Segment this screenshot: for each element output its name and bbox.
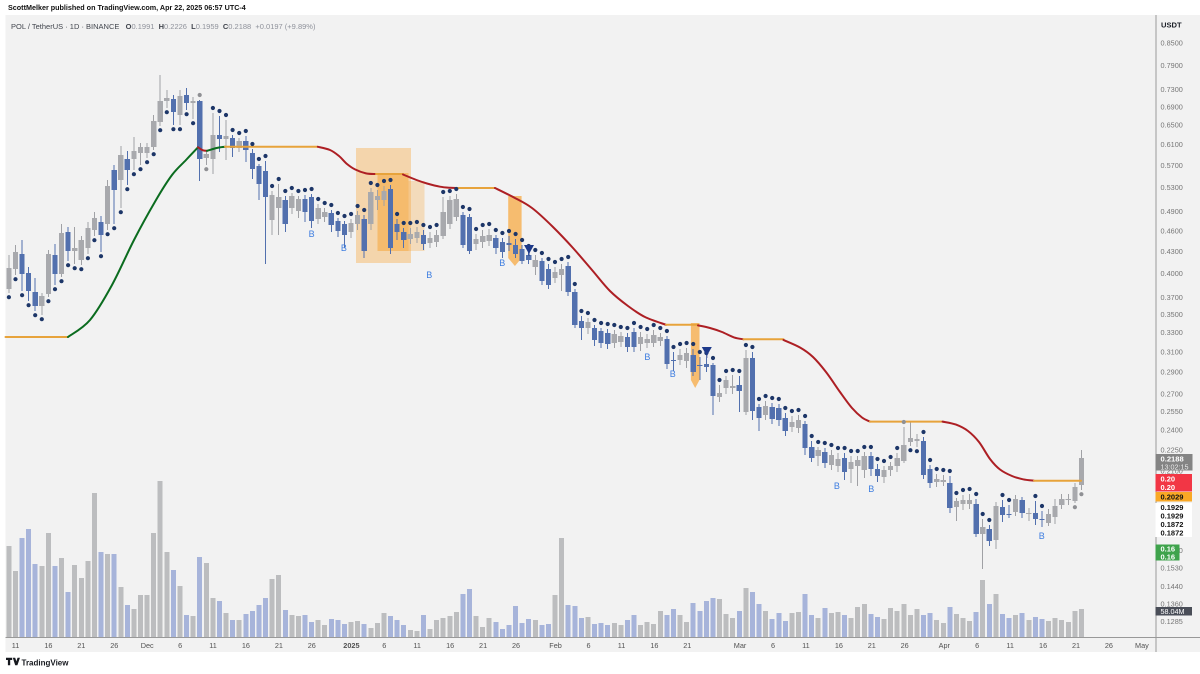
svg-text:2025: 2025 — [343, 641, 359, 650]
svg-text:11: 11 — [802, 641, 810, 650]
svg-text:58.04M: 58.04M — [1161, 607, 1185, 616]
svg-text:16: 16 — [44, 641, 52, 650]
svg-text:0.1929: 0.1929 — [1161, 503, 1184, 512]
svg-text:0.1929: 0.1929 — [1161, 512, 1184, 521]
svg-text:Feb: Feb — [549, 641, 562, 650]
svg-text:B: B — [644, 352, 650, 362]
svg-text:26: 26 — [512, 641, 520, 650]
svg-text:26: 26 — [308, 641, 316, 650]
svg-text:21: 21 — [275, 641, 283, 650]
svg-text:0.8500: 0.8500 — [1161, 38, 1183, 47]
svg-text:6: 6 — [178, 641, 182, 650]
svg-text:11: 11 — [12, 641, 20, 650]
svg-text:0.1285: 0.1285 — [1161, 617, 1183, 626]
svg-text:0.2029: 0.2029 — [1161, 493, 1184, 502]
svg-text:0.3500: 0.3500 — [1161, 310, 1183, 319]
svg-text:USDT: USDT — [1161, 21, 1182, 30]
svg-text:11: 11 — [618, 641, 626, 650]
svg-text:0.20: 0.20 — [1161, 483, 1176, 492]
svg-text:21: 21 — [683, 641, 691, 650]
svg-text:6: 6 — [975, 641, 979, 650]
svg-text:Dec: Dec — [141, 641, 154, 650]
svg-text:0.1440: 0.1440 — [1161, 582, 1183, 591]
svg-text:0.4600: 0.4600 — [1161, 226, 1183, 235]
svg-text:0.6500: 0.6500 — [1161, 121, 1183, 130]
svg-text:6: 6 — [771, 641, 775, 650]
svg-text:B: B — [309, 229, 315, 239]
svg-text:May: May — [1135, 641, 1149, 650]
svg-text:0.4900: 0.4900 — [1161, 207, 1183, 216]
svg-text:0.6900: 0.6900 — [1161, 102, 1183, 111]
svg-text:0.5300: 0.5300 — [1161, 183, 1183, 192]
svg-text:B: B — [868, 484, 874, 494]
svg-text:0.1872: 0.1872 — [1161, 520, 1184, 529]
svg-text:16: 16 — [835, 641, 843, 650]
svg-text:0.2550: 0.2550 — [1161, 407, 1183, 416]
svg-text:0.16: 0.16 — [1161, 552, 1176, 561]
svg-text:B: B — [426, 270, 432, 280]
svg-text:0.20: 0.20 — [1161, 474, 1176, 483]
svg-text:0.7300: 0.7300 — [1161, 85, 1183, 94]
svg-text:0.1530: 0.1530 — [1161, 564, 1183, 573]
svg-text:0.2250: 0.2250 — [1161, 446, 1183, 455]
svg-text:11: 11 — [209, 641, 217, 650]
svg-text:0.4000: 0.4000 — [1161, 269, 1183, 278]
svg-text:B: B — [834, 481, 840, 491]
svg-text:26: 26 — [901, 641, 909, 650]
svg-text:0.3700: 0.3700 — [1161, 293, 1183, 302]
svg-text:B: B — [341, 243, 347, 253]
svg-text:26: 26 — [1105, 641, 1113, 650]
svg-text:0.6100: 0.6100 — [1161, 140, 1183, 149]
svg-text:0.1360: 0.1360 — [1161, 600, 1183, 609]
svg-text:0.16: 0.16 — [1161, 544, 1176, 553]
svg-text:16: 16 — [1039, 641, 1047, 650]
svg-text:0.2188: 0.2188 — [1161, 455, 1184, 464]
svg-text:B: B — [1039, 531, 1045, 541]
svg-text:11: 11 — [1006, 641, 1014, 650]
svg-text:16: 16 — [242, 641, 250, 650]
svg-text:B: B — [670, 369, 676, 379]
svg-text:11: 11 — [413, 641, 421, 650]
svg-text:0.5700: 0.5700 — [1161, 161, 1183, 170]
svg-text:21: 21 — [868, 641, 876, 650]
svg-text:0.1872: 0.1872 — [1161, 529, 1184, 538]
svg-text:16: 16 — [446, 641, 454, 650]
svg-text:0.2900: 0.2900 — [1161, 368, 1183, 377]
svg-text:0.3100: 0.3100 — [1161, 347, 1183, 356]
svg-text:0.2100: 0.2100 — [1161, 467, 1183, 476]
svg-text:Apr: Apr — [939, 641, 951, 650]
svg-text:TradingView: TradingView — [22, 658, 70, 667]
svg-text:21: 21 — [77, 641, 85, 650]
svg-text:0.2400: 0.2400 — [1161, 426, 1183, 435]
svg-text:16: 16 — [650, 641, 658, 650]
svg-text:13:02:15: 13:02:15 — [1161, 462, 1189, 471]
svg-text:21: 21 — [1072, 641, 1080, 650]
svg-text:B: B — [499, 258, 505, 268]
svg-text:0.7900: 0.7900 — [1161, 61, 1183, 70]
svg-text:0.2700: 0.2700 — [1161, 390, 1183, 399]
svg-text:21: 21 — [479, 641, 487, 650]
svg-text:0.3300: 0.3300 — [1161, 328, 1183, 337]
svg-text:26: 26 — [110, 641, 118, 650]
svg-text:0.4300: 0.4300 — [1161, 247, 1183, 256]
svg-text:Mar: Mar — [734, 641, 747, 650]
svg-text:6: 6 — [586, 641, 590, 650]
svg-text:6: 6 — [382, 641, 386, 650]
